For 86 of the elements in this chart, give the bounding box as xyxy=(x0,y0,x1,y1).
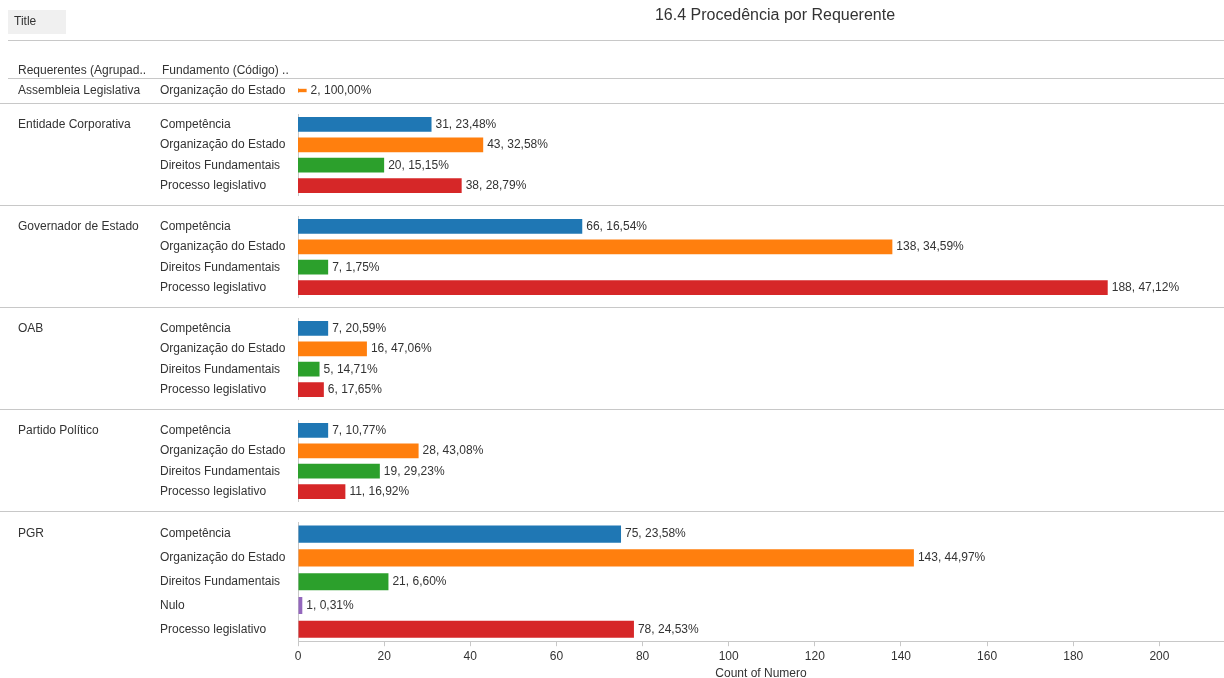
y-tick-label: Organização do Estado xyxy=(160,82,286,97)
data-label: 19, 29,23% xyxy=(383,463,445,478)
data-label: 138, 34,59% xyxy=(896,239,965,254)
y-tick-label: Competência xyxy=(160,320,232,335)
y-tick-label: Nulo xyxy=(160,597,186,612)
y-axis-title: Partido Político xyxy=(18,422,100,437)
bar xyxy=(298,620,634,638)
x-tick-label: 40 xyxy=(463,648,478,663)
bar xyxy=(298,219,583,234)
y-tick-label: Processo legislativo xyxy=(160,177,267,192)
x-tick-label: 140 xyxy=(890,648,912,663)
x-tick-label: 120 xyxy=(804,648,826,663)
bar xyxy=(298,178,462,193)
y-tick-label: Processo legislativo xyxy=(160,621,267,636)
y-tick-label: Direitos Fundamentais xyxy=(160,157,281,172)
y-tick-label: Organização do Estado xyxy=(160,341,286,356)
y-tick-label: Direitos Fundamentais xyxy=(160,574,281,589)
y-tick-label: Organização do Estado xyxy=(160,239,286,254)
y-tick-label: Direitos Fundamentais xyxy=(160,361,281,376)
y-tick-label: Organização do Estado xyxy=(160,443,286,458)
bar xyxy=(298,463,380,479)
x-axis-title: Count of Numero xyxy=(715,666,808,678)
data-label: 11, 16,92% xyxy=(349,483,410,498)
x-tick-label: 20 xyxy=(377,648,392,663)
bar xyxy=(298,423,329,438)
data-label: 7, 1,75% xyxy=(332,259,380,274)
x-tick-label: 100 xyxy=(718,648,740,663)
bar xyxy=(298,259,329,275)
data-label: 1, 0,31% xyxy=(306,597,354,612)
y-tick-label: Competência xyxy=(160,218,232,233)
data-label: 16, 47,06% xyxy=(370,341,432,356)
bar xyxy=(298,361,320,377)
chart-title: 16.4 Procedência por Requerente xyxy=(653,6,897,24)
bar xyxy=(298,573,389,591)
y-tick-label: Processo legislativo xyxy=(160,381,267,396)
y-axis-title: Governador de Estado xyxy=(18,218,140,233)
bar xyxy=(298,117,432,132)
y-axis-title: Entidade Corporativa xyxy=(18,116,132,131)
y-tick-label: Processo legislativo xyxy=(160,483,267,498)
x-tick-label: 80 xyxy=(635,648,650,663)
text: Fundamento (Código) .. xyxy=(162,63,289,77)
y-axis-title: Assembleia Legislativa xyxy=(18,82,141,97)
y-tick-label: Organização do Estado xyxy=(160,137,286,152)
y-tick-label: Competência xyxy=(160,116,232,131)
data-label: 43, 32,58% xyxy=(487,137,549,152)
bar xyxy=(298,549,914,567)
data-label: 78, 24,53% xyxy=(637,621,699,636)
x-tick-label: 160 xyxy=(977,648,998,663)
bar xyxy=(298,525,622,543)
bar xyxy=(298,239,893,255)
data-label: 143, 44,97% xyxy=(917,550,986,565)
bar xyxy=(298,321,329,336)
data-label: 38, 28,79% xyxy=(465,177,527,192)
data-label: 7, 20,59% xyxy=(332,320,387,335)
y-axis-title: PGR xyxy=(18,526,45,541)
x-tick-label: 0 xyxy=(294,648,302,663)
text: Requerentes (Agrupad.. xyxy=(18,63,147,77)
y-tick-label: Competência xyxy=(160,526,232,541)
bar xyxy=(298,157,385,173)
bar xyxy=(298,484,346,499)
y-tick-label: Direitos Fundamentais xyxy=(160,463,281,478)
data-label: 188, 47,12% xyxy=(1111,279,1180,294)
text: Title xyxy=(8,10,67,34)
y-tick-label: Organização do Estado xyxy=(160,550,286,565)
y-axis-title: OAB xyxy=(18,320,44,335)
x-tick-label: 180 xyxy=(1063,648,1084,663)
data-label: 66, 16,54% xyxy=(586,218,648,233)
data-label: 28, 43,08% xyxy=(422,443,484,458)
data-label: 7, 10,77% xyxy=(332,422,387,437)
y-tick-label: Competência xyxy=(160,422,232,437)
x-tick-label: 200 xyxy=(1149,648,1170,663)
data-label: 5, 14,71% xyxy=(323,361,378,376)
x-tick-label: 60 xyxy=(549,648,564,663)
y-tick-label: Direitos Fundamentais xyxy=(160,259,281,274)
bar xyxy=(298,137,484,153)
data-label: 2, 100,00% xyxy=(310,82,372,97)
y-tick-label: Processo legislativo xyxy=(160,279,267,294)
bar xyxy=(298,382,324,397)
data-label: 75, 23,58% xyxy=(625,526,687,541)
bar xyxy=(298,280,1108,295)
bar xyxy=(298,443,419,459)
data-label: 6, 17,65% xyxy=(327,381,383,396)
data-label: 31, 23,48% xyxy=(435,116,497,131)
data-label: 20, 15,15% xyxy=(388,157,450,172)
data-label: 21, 6,60% xyxy=(392,574,447,589)
bar xyxy=(298,341,367,357)
